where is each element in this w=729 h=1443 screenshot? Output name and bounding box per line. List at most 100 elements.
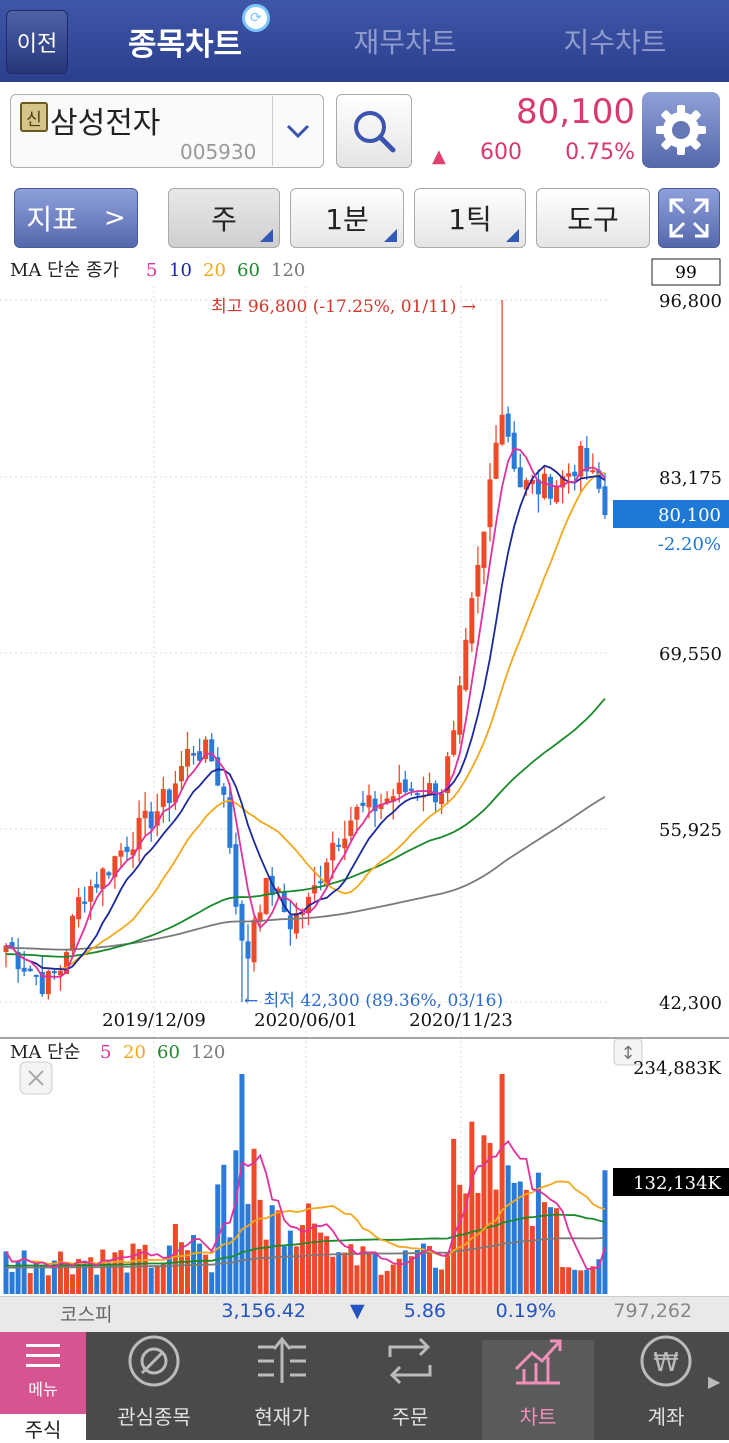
period-minute-button[interactable]: 1분 bbox=[290, 188, 404, 248]
refresh-badge-icon[interactable]: ⟳ bbox=[242, 4, 270, 32]
tab-financial-chart[interactable]: 재무차트 bbox=[353, 26, 457, 59]
volume-bar bbox=[372, 1252, 378, 1294]
volume-bar bbox=[529, 1226, 535, 1294]
candle-body bbox=[572, 471, 578, 477]
ma-legend-period: 120 bbox=[271, 260, 305, 281]
candle-body bbox=[541, 473, 547, 499]
candle-body bbox=[384, 798, 390, 804]
volume-bar bbox=[142, 1244, 148, 1294]
close-pane-button[interactable] bbox=[19, 1061, 53, 1095]
volume-bar bbox=[293, 1246, 299, 1294]
candle-body bbox=[221, 786, 227, 795]
volume-current-value: 132,134K bbox=[633, 1173, 721, 1194]
volume-bar bbox=[360, 1246, 366, 1294]
candle-body bbox=[178, 766, 184, 782]
nav-more-arrow-icon[interactable]: ▶ bbox=[708, 1372, 721, 1391]
volume-bar bbox=[185, 1250, 190, 1294]
menu-icon bbox=[26, 1344, 60, 1367]
candle-body bbox=[523, 480, 529, 490]
nav-chart[interactable]: 차트 bbox=[488, 1332, 588, 1440]
back-button[interactable]: 이전 bbox=[6, 10, 68, 74]
volume-bar bbox=[245, 1204, 251, 1294]
fullscreen-button[interactable] bbox=[658, 188, 720, 248]
candle-body bbox=[3, 945, 9, 953]
ma-legend-period: 20 bbox=[203, 260, 226, 281]
period-week-button[interactable]: 주 bbox=[168, 188, 280, 248]
volume-bar bbox=[505, 1165, 511, 1294]
candle-body bbox=[45, 971, 51, 995]
ma-legend-period: 5 bbox=[100, 1042, 111, 1063]
volume-bar bbox=[124, 1272, 130, 1294]
volume-bar bbox=[178, 1242, 184, 1294]
period-tick-button[interactable]: 1틱 bbox=[414, 188, 526, 248]
nav-menu-stock[interactable]: 메뉴 주식 bbox=[0, 1332, 86, 1442]
period-week-label: 주 bbox=[211, 203, 237, 236]
nav-current-price[interactable]: 현재가 bbox=[232, 1332, 332, 1440]
volume-bar bbox=[535, 1172, 541, 1294]
volume-bar bbox=[427, 1245, 432, 1294]
candle-body bbox=[390, 796, 396, 802]
search-button[interactable] bbox=[336, 94, 412, 168]
index-volume: 797,262 bbox=[613, 1300, 692, 1322]
dropdown-corner-icon bbox=[506, 229, 519, 242]
index-change: 5.86 bbox=[403, 1300, 446, 1322]
stock-dropdown-button[interactable] bbox=[272, 96, 323, 166]
volume-bar bbox=[269, 1205, 275, 1294]
candle-body bbox=[94, 884, 100, 888]
bottom-navigation bbox=[0, 1332, 729, 1440]
tab-stock-chart[interactable]: 종목차트 bbox=[127, 26, 243, 63]
resize-arrows-icon: ↕ bbox=[620, 1043, 635, 1064]
tools-label: 도구 bbox=[567, 203, 619, 236]
price-axis-label: 42,300 bbox=[659, 993, 722, 1014]
resize-pane-button[interactable]: ↕ bbox=[613, 1038, 643, 1066]
nav-watchlist[interactable]: 관심종목 bbox=[104, 1332, 204, 1440]
stock-name[interactable]: 삼성전자 bbox=[50, 106, 161, 141]
candle-body bbox=[487, 479, 493, 528]
volume-bar bbox=[94, 1274, 100, 1294]
current-price-tag-value: 80,100 bbox=[658, 505, 721, 526]
credit-badge: 신 bbox=[20, 102, 48, 132]
candle-body bbox=[499, 414, 505, 445]
nav-label-watchlist: 관심종목 bbox=[117, 1405, 191, 1429]
volume-bar bbox=[584, 1269, 590, 1294]
candle-body bbox=[203, 739, 209, 760]
ma-60-line bbox=[5, 697, 606, 958]
volume-bar bbox=[221, 1164, 227, 1294]
volume-bar bbox=[390, 1264, 396, 1294]
volume-bar bbox=[475, 1192, 481, 1294]
candle-body bbox=[318, 881, 324, 884]
price-ma-legend: 5 10 20 60 120 bbox=[146, 260, 305, 281]
candle-body bbox=[378, 804, 384, 809]
settings-button[interactable] bbox=[642, 92, 720, 168]
candle-body bbox=[160, 789, 166, 807]
index-name: 코스피 bbox=[60, 1304, 113, 1326]
volume-bar bbox=[420, 1243, 426, 1294]
index-ticker-bar[interactable] bbox=[0, 1296, 729, 1333]
volume-bar bbox=[572, 1269, 578, 1294]
stock-selector[interactable] bbox=[10, 94, 324, 168]
indicator-button[interactable]: 지표 > bbox=[14, 188, 138, 248]
volume-legend-title: MA 단순 bbox=[10, 1042, 80, 1063]
date-axis-label: 2020/11/23 bbox=[409, 1010, 513, 1031]
dropdown-corner-icon bbox=[260, 229, 273, 242]
stock-chart[interactable]: MA 단순 종가 5 10 20 60 120 99 96,800 83,175 69,55… bbox=[0, 256, 729, 1296]
chart-grid bbox=[0, 286, 610, 1296]
current-price-icon bbox=[254, 1333, 310, 1389]
volume-bar bbox=[15, 1260, 21, 1294]
period-minute-label: 1분 bbox=[325, 203, 369, 236]
candle-body bbox=[112, 856, 118, 878]
volume-bar bbox=[64, 1264, 69, 1294]
ma-10-line bbox=[5, 464, 606, 971]
nav-order[interactable]: 주문 bbox=[360, 1332, 460, 1440]
candle-body bbox=[27, 968, 33, 972]
nav-account[interactable]: ₩ 계좌 bbox=[616, 1332, 716, 1440]
order-icon bbox=[382, 1333, 438, 1389]
tab-index-chart[interactable]: 지수차트 bbox=[563, 26, 667, 59]
price-axis-label: 83,175 bbox=[659, 468, 722, 489]
tools-button[interactable]: 도구 bbox=[536, 188, 650, 248]
dropdown-corner-icon bbox=[384, 229, 397, 242]
candle-body bbox=[312, 885, 318, 894]
volume-bar bbox=[541, 1202, 547, 1294]
price-axis-label: 96,800 bbox=[659, 291, 722, 312]
candle-body bbox=[469, 598, 475, 644]
